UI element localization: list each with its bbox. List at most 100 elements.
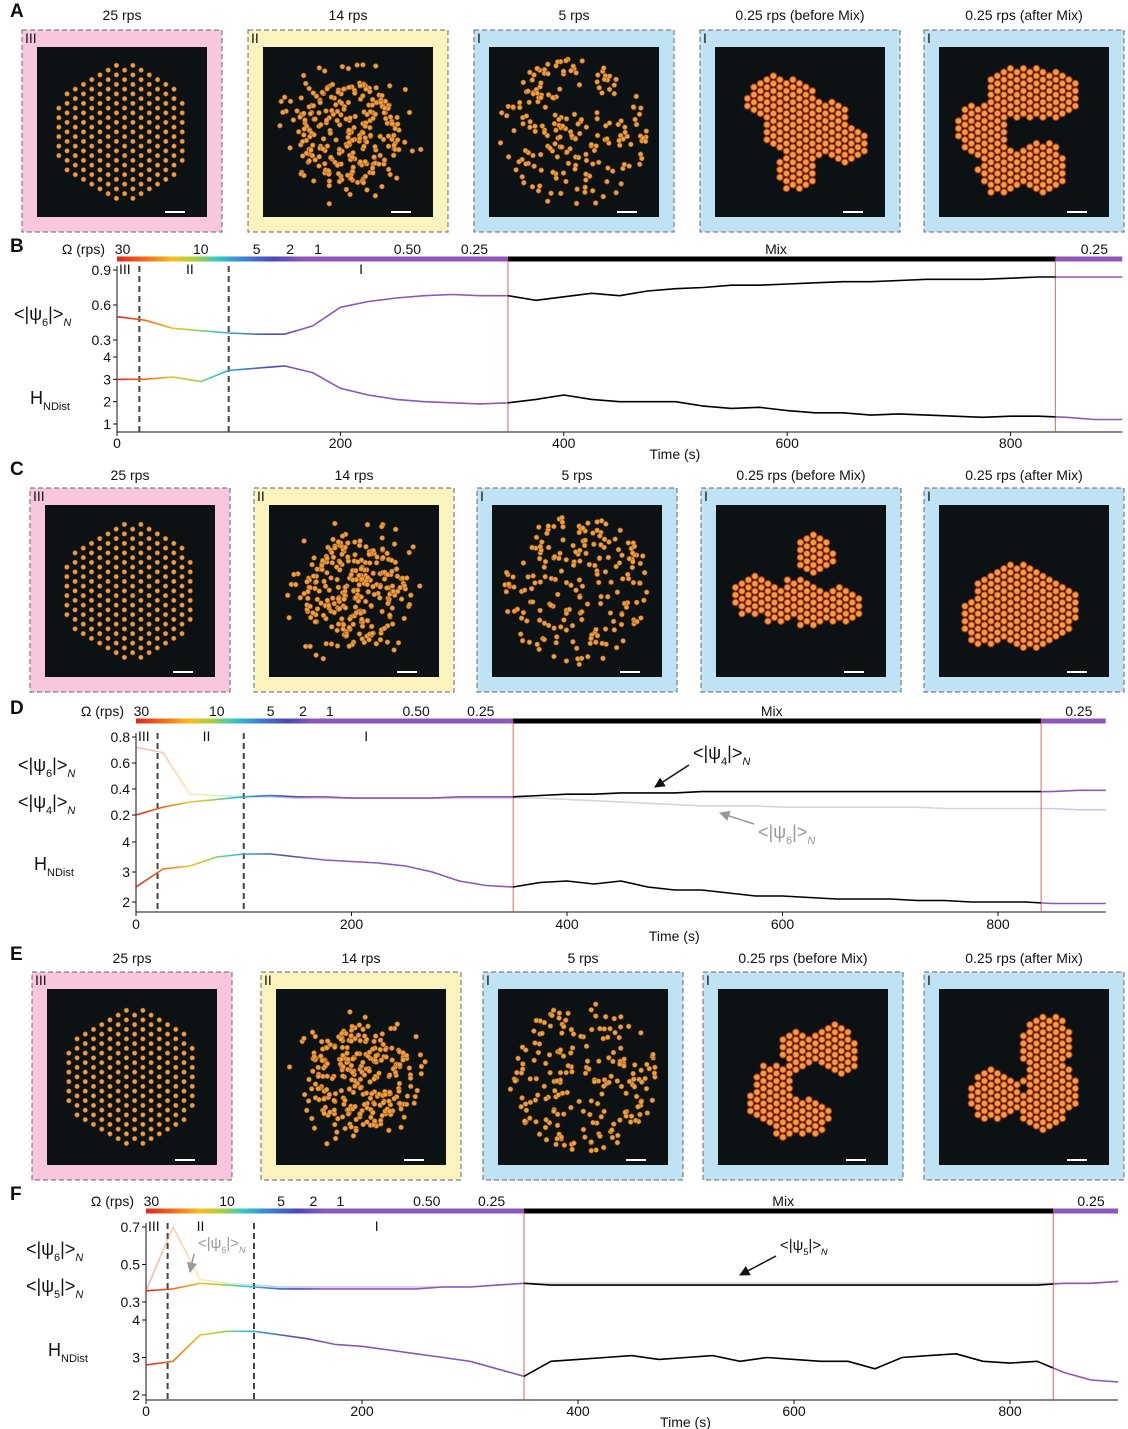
- particle: [360, 1121, 366, 1128]
- particle: [974, 121, 982, 129]
- particle: [544, 530, 550, 537]
- particle: [993, 117, 1002, 125]
- particle: [130, 535, 136, 542]
- particle: [1026, 625, 1034, 633]
- particle: [615, 121, 621, 128]
- particle: [792, 1096, 800, 1104]
- particle: [1026, 1066, 1034, 1074]
- particle: [389, 120, 395, 127]
- particle: [536, 555, 543, 562]
- particle: [1045, 169, 1054, 178]
- particle: [340, 86, 347, 92]
- particle: [569, 622, 576, 629]
- particle: [327, 130, 334, 136]
- particle: [582, 1134, 588, 1140]
- particle: [1032, 1092, 1041, 1100]
- particle: [1052, 1103, 1060, 1111]
- particle: [156, 1036, 162, 1042]
- particle: [613, 644, 620, 651]
- particle: [556, 116, 562, 123]
- micrograph: [718, 989, 888, 1165]
- particle: [163, 119, 169, 125]
- particle: [772, 1077, 781, 1085]
- particle: [576, 82, 583, 88]
- particle: [138, 635, 144, 641]
- particle: [790, 595, 798, 603]
- particle: [379, 92, 385, 99]
- particle: [407, 1075, 414, 1081]
- particle: [319, 562, 325, 569]
- particle: [530, 152, 536, 159]
- particle: [785, 1092, 794, 1100]
- particle: [363, 544, 369, 550]
- particle: [113, 592, 119, 599]
- particle: [319, 1057, 325, 1064]
- particle: [815, 121, 823, 129]
- particle: [333, 102, 339, 108]
- particle: [97, 100, 103, 106]
- particle: [97, 167, 103, 173]
- rate-label: 0.25: [478, 1193, 505, 1209]
- particle: [546, 1052, 553, 1058]
- particle: [164, 1021, 171, 1028]
- particle: [340, 622, 347, 628]
- particle: [179, 573, 185, 580]
- particle: [1013, 1088, 1021, 1096]
- particle: [330, 111, 337, 117]
- particle: [105, 95, 111, 102]
- particle: [1045, 79, 1054, 88]
- particle: [566, 606, 573, 613]
- particle: [521, 180, 527, 186]
- particle: [993, 132, 1002, 140]
- particle: [842, 617, 850, 625]
- particle: [796, 561, 805, 569]
- particle: [187, 569, 193, 575]
- particle: [121, 607, 128, 613]
- particle: [1032, 1062, 1041, 1070]
- particle: [371, 591, 377, 598]
- particle: [146, 583, 152, 589]
- particle: [606, 86, 613, 93]
- particle: [154, 153, 161, 159]
- particle: [1032, 184, 1041, 193]
- particle: [342, 605, 349, 611]
- particle: [967, 117, 976, 125]
- y-tick-label: 0.6: [111, 755, 131, 771]
- particle: [72, 597, 78, 603]
- particle: [1032, 621, 1041, 629]
- particle: [779, 1051, 787, 1059]
- particle: [1000, 68, 1008, 76]
- particle: [837, 1047, 846, 1055]
- particle: [583, 157, 590, 164]
- particle: [352, 1035, 358, 1042]
- particle: [1000, 580, 1008, 588]
- particle: [834, 147, 843, 155]
- particle: [105, 588, 111, 594]
- particle: [163, 176, 169, 182]
- particle: [1032, 1054, 1041, 1063]
- particle: [980, 591, 989, 599]
- particle: [630, 104, 637, 110]
- particle: [409, 148, 415, 154]
- particle: [569, 1069, 575, 1075]
- particle: [590, 1119, 596, 1126]
- particle: [961, 113, 969, 121]
- particle: [88, 569, 95, 575]
- particle: [351, 124, 357, 131]
- particle: [171, 114, 177, 121]
- particle: [1000, 625, 1008, 633]
- particle: [1013, 181, 1021, 189]
- particle: [300, 72, 307, 79]
- particle: [1039, 143, 1047, 151]
- particle: [1026, 1103, 1034, 1111]
- particle: [316, 163, 322, 169]
- particle: [89, 95, 95, 102]
- particle: [345, 1056, 351, 1063]
- particle: [769, 117, 778, 125]
- particle: [406, 549, 412, 556]
- particle: [80, 167, 87, 173]
- particle: [146, 157, 152, 163]
- particle: [1019, 606, 1028, 614]
- particle: [848, 598, 857, 607]
- particle: [602, 1014, 609, 1020]
